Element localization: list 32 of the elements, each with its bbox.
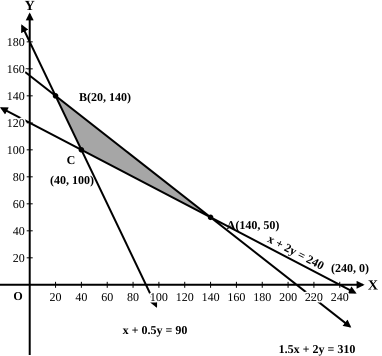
y-tick-label: 20: [12, 251, 25, 266]
x-tick-label: 240: [330, 290, 349, 304]
point: [208, 214, 214, 220]
y-tick-label: 60: [12, 197, 25, 212]
x-axis-title: X: [368, 278, 378, 294]
annotation: O: [13, 289, 23, 304]
y-tick-label: 80: [12, 170, 25, 184]
x-tick-label: 200: [279, 290, 298, 304]
annotation: C: [66, 153, 76, 168]
annotation: (240, 0): [331, 261, 369, 276]
annotation: A(140, 50): [226, 218, 280, 232]
point: [78, 147, 84, 153]
y-tick-label: 100: [6, 143, 25, 158]
annotation: x + 0.5y = 90: [122, 323, 188, 338]
x-tick-label: 40: [75, 290, 88, 304]
x-tick-label: 180: [253, 290, 272, 304]
y-tick-label: 120: [6, 116, 25, 130]
y-tick-label: 40: [12, 224, 25, 238]
y-axis-title: Y: [24, 0, 35, 14]
x-tick-label: 140: [202, 290, 220, 304]
y-tick-label: 140: [6, 89, 25, 104]
x-tick-label: 80: [127, 290, 140, 304]
y-tick-label: 180: [6, 35, 25, 50]
x-tick-label: 120: [176, 290, 194, 304]
annotation: x + 2y = 240: [265, 232, 326, 273]
x-tick-label: 60: [101, 290, 114, 304]
x-tick-label: 160: [227, 290, 246, 304]
annotation: 1.5x + 2y = 310: [278, 342, 356, 356]
annotation: (40, 100): [50, 173, 94, 188]
point: [52, 93, 58, 99]
annotation: B(20, 140): [79, 90, 131, 104]
x-tick-label: 20: [50, 290, 62, 304]
